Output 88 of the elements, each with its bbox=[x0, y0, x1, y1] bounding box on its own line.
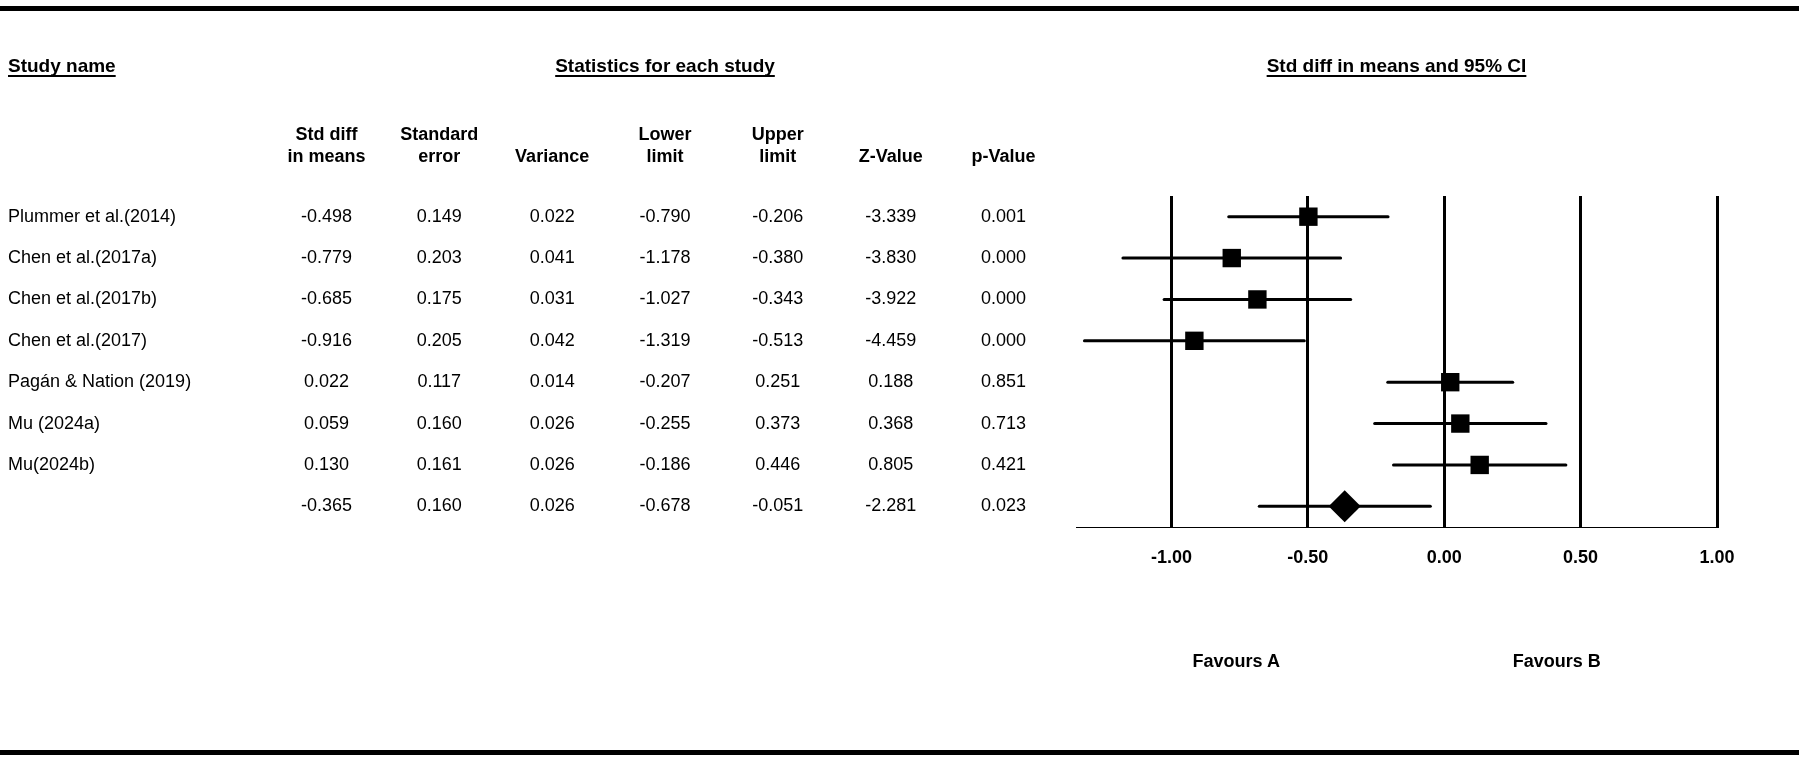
data-label: 0.446 bbox=[755, 453, 801, 474]
data-label: -3.922 bbox=[865, 288, 917, 309]
x-tick-label: Lower limit bbox=[638, 124, 692, 166]
point bbox=[1185, 331, 1204, 351]
data-label: 0.117 bbox=[417, 371, 462, 392]
data-label: -3.339 bbox=[865, 205, 917, 226]
x-tick-label: Variance bbox=[515, 146, 590, 166]
data-label: 0.161 bbox=[416, 453, 462, 474]
data-label: -0.498 bbox=[300, 205, 352, 226]
data-label: -0.186 bbox=[639, 453, 691, 474]
data-label: 0.130 bbox=[303, 453, 349, 474]
data-label: -1.027 bbox=[639, 288, 691, 309]
x-tick-label: Upper limit bbox=[751, 124, 804, 166]
x-tick-label: -0.50 bbox=[1287, 546, 1329, 567]
data-label: 0.000 bbox=[981, 329, 1027, 350]
data-label: 0.713 bbox=[981, 412, 1027, 433]
data-label: -2.281 bbox=[865, 495, 917, 516]
data-label: 0.059 bbox=[303, 412, 349, 433]
data-label: 0.805 bbox=[868, 453, 914, 474]
data-label: -0.343 bbox=[752, 288, 804, 309]
data-label: -0.790 bbox=[639, 205, 691, 226]
data-label: 0.000 bbox=[981, 247, 1027, 268]
data-label: -0.365 bbox=[300, 495, 352, 516]
x-tick-label: p-Value bbox=[971, 146, 1036, 166]
data-label: 0.022 bbox=[529, 205, 575, 226]
data-label: 0.001 bbox=[981, 205, 1027, 226]
data-label: 0.026 bbox=[529, 453, 575, 474]
text: Favours A bbox=[1192, 651, 1280, 671]
x-tick-label: Std diff in means bbox=[287, 124, 366, 166]
data-label: 0.188 bbox=[868, 371, 914, 392]
data-label: -0.779 bbox=[300, 247, 352, 268]
data-label: -0.255 bbox=[639, 412, 691, 433]
data-label: -0.207 bbox=[639, 371, 691, 392]
y-axis-title: Study name bbox=[8, 55, 116, 76]
point bbox=[1451, 414, 1470, 433]
data-label: 0.175 bbox=[416, 288, 462, 309]
data-label: -0.513 bbox=[752, 329, 804, 350]
data-label: -0.678 bbox=[639, 495, 691, 516]
data-label: 0.851 bbox=[981, 371, 1027, 392]
data-label: 0.026 bbox=[529, 495, 575, 516]
y-tick-label: Mu(2024b) bbox=[8, 453, 96, 474]
point bbox=[1222, 248, 1241, 268]
x-tick-label: 0.50 bbox=[1563, 546, 1599, 567]
x-tick-label: 0.00 bbox=[1426, 546, 1462, 567]
data-label: -0.380 bbox=[752, 247, 804, 268]
y-tick-label: Mu (2024a) bbox=[8, 412, 101, 433]
data-label: -4.459 bbox=[865, 329, 917, 350]
data-label: -1.319 bbox=[639, 329, 691, 350]
data-label: 0.022 bbox=[303, 371, 349, 392]
point bbox=[1441, 373, 1460, 392]
y-tick-label: Pagán & Nation (2019) bbox=[8, 371, 192, 392]
data-label: 0.251 bbox=[755, 371, 801, 392]
point bbox=[1328, 490, 1361, 523]
x-tick-label: Z-Value bbox=[858, 146, 923, 166]
chart-title: Std diff in means and 95% CI bbox=[1266, 55, 1527, 76]
data-label: 0.149 bbox=[416, 205, 462, 226]
data-label: 0.041 bbox=[529, 247, 575, 268]
y-tick-label: Chen et al.(2017b) bbox=[8, 288, 158, 309]
x-tick-label: 1.00 bbox=[1699, 546, 1735, 567]
data-label: 0.203 bbox=[416, 247, 462, 268]
data-label: 0.160 bbox=[416, 495, 462, 516]
data-label: 0.368 bbox=[868, 412, 914, 433]
point bbox=[1470, 455, 1489, 475]
text: Favours B bbox=[1512, 651, 1601, 671]
data-label: 0.160 bbox=[416, 412, 462, 433]
data-label: 0.205 bbox=[416, 329, 462, 350]
point bbox=[1299, 207, 1318, 226]
data-label: -3.830 bbox=[865, 247, 917, 268]
point bbox=[1248, 290, 1267, 309]
y-tick-label: Chen et al.(2017a) bbox=[8, 247, 158, 268]
data-label: -0.916 bbox=[300, 329, 352, 350]
data-label: -1.178 bbox=[639, 247, 691, 268]
data-label: 0.031 bbox=[529, 288, 575, 309]
chart-title: Statistics for each study bbox=[555, 55, 776, 76]
data-label: 0.026 bbox=[529, 412, 575, 433]
y-tick-label: Plummer et al.(2014) bbox=[8, 205, 177, 226]
x-tick-label: -1.00 bbox=[1150, 546, 1192, 567]
data-label: -0.051 bbox=[752, 495, 804, 516]
data-label: -0.685 bbox=[300, 288, 352, 309]
data-label: 0.014 bbox=[529, 371, 575, 392]
data-label: 0.000 bbox=[981, 288, 1027, 309]
data-label: 0.042 bbox=[529, 329, 575, 350]
data-label: 0.373 bbox=[755, 412, 801, 433]
y-tick-label: Chen et al.(2017) bbox=[8, 329, 148, 350]
data-label: -0.206 bbox=[752, 205, 804, 226]
x-tick-label: Standard error bbox=[400, 124, 479, 166]
data-label: 0.023 bbox=[981, 495, 1027, 516]
data-label: 0.421 bbox=[981, 453, 1027, 474]
